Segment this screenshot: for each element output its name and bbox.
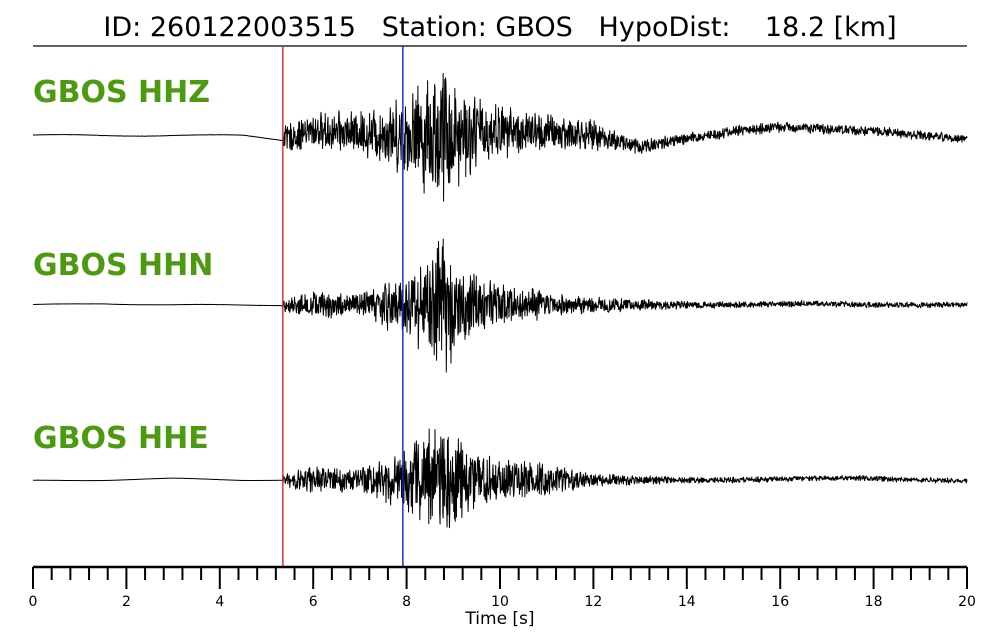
hypodist-label: HypoDist: [599, 12, 731, 43]
trace-label-gbos-hhn: GBOS HHN [33, 248, 213, 283]
chart-title: ID: 260122003515 Station: GBOS HypoDist:… [103, 12, 896, 43]
trace-label-gbos-hhe: GBOS HHE [33, 421, 209, 456]
station-label: Station: [382, 12, 487, 43]
x-tick-label: 2 [122, 594, 131, 610]
x-tick-label: 8 [402, 594, 411, 610]
trace-gbos-hhz [32, 72, 968, 202]
x-tick-label: 18 [865, 594, 883, 610]
x-tick-label: 0 [29, 594, 38, 610]
x-axis-ticks: 0 2 4 6 8 10 12 14 16 18 20 [29, 567, 976, 610]
hypodist-value: 18.2 [765, 12, 825, 43]
x-tick-label: 4 [215, 594, 224, 610]
traces-layer [32, 72, 968, 529]
x-tick-label: 20 [958, 594, 976, 610]
x-tick-label: 6 [309, 594, 318, 610]
trace-label-gbos-hhz: GBOS HHZ [33, 75, 210, 110]
x-axis-label: Time [s] [464, 609, 534, 629]
trace-gbos-hhn [32, 238, 968, 373]
event-id-label: ID: [103, 12, 141, 43]
x-tick-label: 16 [771, 594, 789, 610]
hypodist-unit: [km] [834, 12, 897, 43]
x-tick-label: 14 [678, 594, 696, 610]
x-tick-label: 12 [584, 594, 602, 610]
x-axis: 0 2 4 6 8 10 12 14 16 18 20 Time [s] [29, 565, 976, 629]
x-tick-label: 10 [491, 594, 509, 610]
station-value: GBOS [495, 12, 572, 43]
picks-layer [282, 46, 404, 567]
trace-labels-layer: GBOS HHZ GBOS HHN GBOS HHE [33, 75, 213, 456]
trace-gbos-hhe [32, 428, 968, 529]
event-id-value: 260122003515 [150, 12, 356, 43]
